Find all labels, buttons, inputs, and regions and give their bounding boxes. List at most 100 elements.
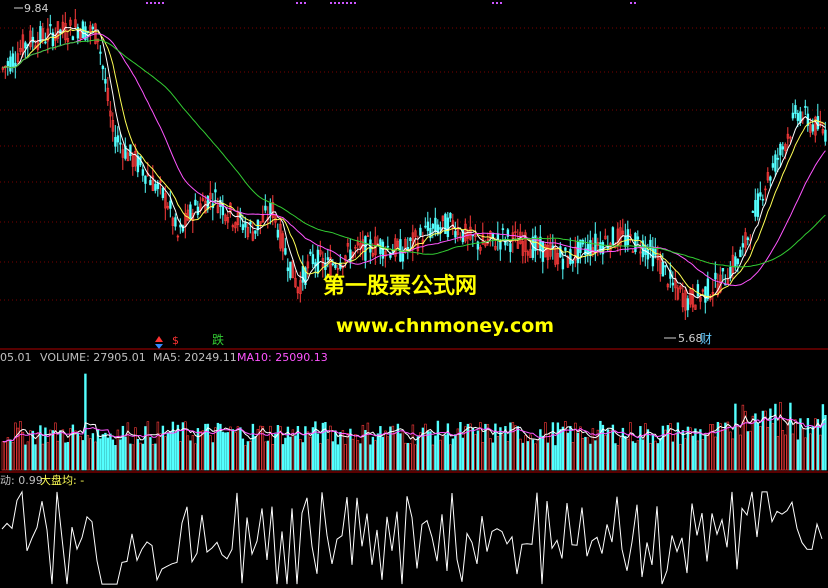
candle-body[interactable] bbox=[444, 213, 447, 234]
volume-bar[interactable] bbox=[754, 413, 757, 471]
candle-body[interactable] bbox=[326, 257, 330, 261]
candle-body[interactable] bbox=[706, 278, 710, 300]
volume-bar[interactable] bbox=[474, 434, 477, 471]
volume-bar[interactable] bbox=[44, 427, 47, 471]
volume-bar[interactable] bbox=[654, 440, 657, 471]
volume-bar[interactable] bbox=[411, 424, 415, 471]
volume-bar[interactable] bbox=[594, 440, 597, 471]
volume-bar[interactable] bbox=[549, 432, 552, 471]
volume-bar[interactable] bbox=[184, 421, 187, 471]
candlesticks[interactable] bbox=[1, 8, 827, 320]
volume-bar[interactable] bbox=[231, 429, 235, 471]
candle-body[interactable] bbox=[144, 175, 147, 184]
volume-bar[interactable] bbox=[559, 429, 562, 471]
candle-body[interactable] bbox=[689, 289, 692, 305]
volume-bar[interactable] bbox=[496, 436, 500, 471]
candle-body[interactable] bbox=[684, 290, 687, 311]
volume-bar[interactable] bbox=[664, 429, 667, 471]
candle-body[interactable] bbox=[509, 243, 512, 252]
volume-bar[interactable] bbox=[156, 421, 160, 471]
candle-body[interactable] bbox=[709, 295, 712, 300]
volume-bar[interactable] bbox=[94, 441, 97, 471]
volume-bar[interactable] bbox=[249, 440, 252, 471]
volume-bar[interactable] bbox=[296, 426, 300, 471]
volume-bar[interactable] bbox=[801, 428, 805, 471]
candle-body[interactable] bbox=[414, 230, 417, 238]
volume-bar[interactable] bbox=[581, 438, 585, 471]
candle-body[interactable] bbox=[671, 282, 675, 286]
volume-bar[interactable] bbox=[731, 438, 735, 471]
volume-bar[interactable] bbox=[209, 435, 212, 471]
candle-body[interactable] bbox=[76, 26, 80, 39]
volume-bar[interactable] bbox=[54, 422, 57, 471]
volume-bar[interactable] bbox=[564, 421, 567, 471]
volume-bar[interactable] bbox=[511, 422, 515, 471]
volume-bar[interactable] bbox=[824, 415, 827, 471]
candle-body[interactable] bbox=[681, 293, 685, 308]
volume-bar[interactable] bbox=[749, 430, 752, 471]
candle-body[interactable] bbox=[576, 241, 580, 264]
candle-body[interactable] bbox=[721, 267, 725, 272]
candle-body[interactable] bbox=[131, 154, 135, 167]
volume-bar[interactable] bbox=[481, 442, 485, 471]
candle-body[interactable] bbox=[164, 193, 167, 209]
candle-body[interactable] bbox=[256, 219, 260, 231]
volume-bar[interactable] bbox=[136, 438, 140, 471]
volume-bar[interactable] bbox=[364, 430, 367, 471]
volume-bar[interactable] bbox=[441, 435, 445, 471]
volume-bar[interactable] bbox=[311, 427, 315, 471]
volume-bar[interactable] bbox=[619, 437, 622, 471]
candle-body[interactable] bbox=[224, 214, 227, 221]
volume-bar[interactable] bbox=[161, 425, 165, 471]
candle-body[interactable] bbox=[791, 112, 795, 119]
volume-bar[interactable] bbox=[416, 436, 420, 471]
volume-bar[interactable] bbox=[529, 434, 532, 471]
candle-body[interactable] bbox=[381, 241, 385, 259]
candle-body[interactable] bbox=[169, 200, 172, 209]
volume-bar[interactable] bbox=[51, 430, 55, 471]
volume-bar[interactable] bbox=[391, 425, 395, 471]
candle-body[interactable] bbox=[261, 214, 265, 223]
candle-body[interactable] bbox=[209, 192, 212, 200]
candle-body[interactable] bbox=[779, 143, 782, 156]
volume-bar[interactable] bbox=[16, 427, 20, 471]
volume-bar[interactable] bbox=[771, 423, 775, 471]
volume-bar[interactable] bbox=[794, 419, 797, 471]
candle-body[interactable] bbox=[394, 238, 397, 257]
volume-bar[interactable] bbox=[76, 432, 80, 471]
volume-bar[interactable] bbox=[399, 433, 402, 471]
volume-bar[interactable] bbox=[421, 427, 425, 471]
volume-bar[interactable] bbox=[661, 425, 665, 471]
candle-body[interactable] bbox=[41, 28, 45, 39]
volume-bar[interactable] bbox=[1, 441, 5, 471]
volume-bar[interactable] bbox=[66, 441, 70, 471]
volume-bar[interactable] bbox=[796, 439, 800, 471]
candle-body[interactable] bbox=[764, 188, 767, 191]
volume-bar[interactable] bbox=[69, 428, 72, 471]
candle-body[interactable] bbox=[604, 235, 607, 240]
volume-bar[interactable] bbox=[291, 429, 295, 471]
volume-bar[interactable] bbox=[4, 441, 7, 471]
volume-bar[interactable] bbox=[609, 429, 612, 471]
candle-body[interactable] bbox=[821, 129, 825, 134]
volume-bar[interactable] bbox=[239, 427, 242, 471]
volume-bar[interactable] bbox=[201, 430, 205, 471]
candle-body[interactable] bbox=[246, 226, 250, 238]
candle-body[interactable] bbox=[511, 232, 515, 242]
candle-body[interactable] bbox=[771, 163, 775, 168]
volume-bar[interactable] bbox=[811, 426, 815, 471]
candle-body[interactable] bbox=[196, 206, 200, 215]
candle-body[interactable] bbox=[411, 232, 415, 250]
candle-body[interactable] bbox=[271, 202, 275, 219]
candle-body[interactable] bbox=[594, 233, 597, 252]
volume-bar[interactable] bbox=[429, 431, 432, 471]
volume-bar[interactable] bbox=[261, 426, 265, 471]
volume-bar[interactable] bbox=[109, 433, 112, 471]
volume-bar[interactable] bbox=[704, 434, 707, 471]
volume-bar[interactable] bbox=[821, 404, 825, 471]
volume-bar[interactable] bbox=[104, 432, 107, 471]
candle-body[interactable] bbox=[501, 228, 505, 231]
candle-body[interactable] bbox=[431, 223, 435, 229]
candle-body[interactable] bbox=[634, 232, 637, 253]
volume-bar[interactable] bbox=[781, 429, 785, 471]
